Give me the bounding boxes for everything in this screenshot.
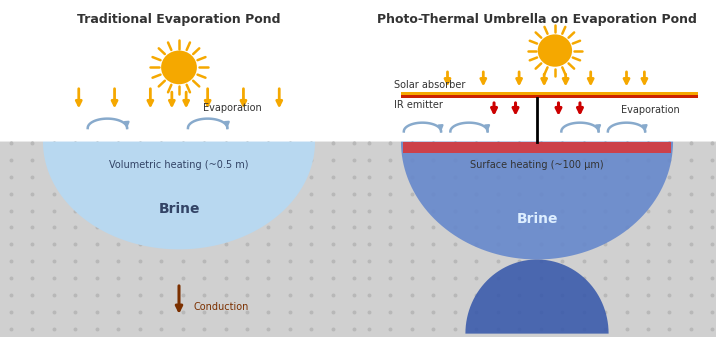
Text: Solar absorber: Solar absorber [394,80,465,90]
Text: Evaporation: Evaporation [203,103,262,113]
Text: IR emitter: IR emitter [394,100,442,110]
Text: Brine: Brine [158,202,200,216]
Polygon shape [401,142,673,259]
Bar [358,142,716,337]
Polygon shape [0,142,358,337]
Text: Photo-Thermal Umbrella on Evaporation Pond: Photo-Thermal Umbrella on Evaporation Po… [377,13,697,27]
Text: Surface heating (~100 μm): Surface heating (~100 μm) [470,160,604,170]
Bar [401,95,698,98]
Polygon shape [43,142,315,249]
Text: Volumetric heating (~0.5 m): Volumetric heating (~0.5 m) [110,160,248,170]
Bar [401,92,698,95]
Text: Evaporation: Evaporation [621,104,680,115]
Text: Traditional Evaporation Pond: Traditional Evaporation Pond [77,13,281,27]
Bar [0,142,358,337]
Text: Conduction: Conduction [193,302,248,312]
Circle shape [161,51,197,84]
Bar [402,142,672,153]
Text: Brine: Brine [516,212,558,226]
Polygon shape [358,142,716,337]
Polygon shape [465,259,609,334]
Circle shape [538,34,572,67]
